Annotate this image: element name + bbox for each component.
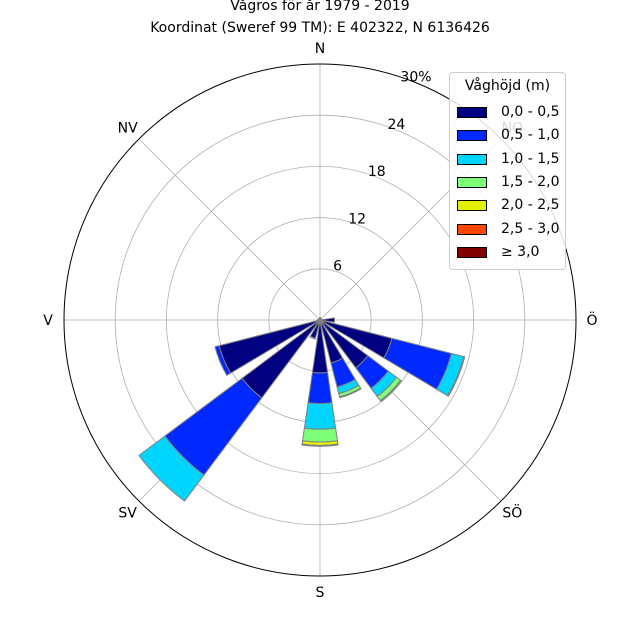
legend-swatch [457, 223, 487, 235]
direction-label: SV [118, 505, 137, 521]
sector-bar-segment [303, 402, 337, 430]
sector-bar-segment [379, 379, 403, 403]
legend-swatch [457, 200, 487, 212]
radial-tick-label: 12 [348, 211, 366, 227]
sector-bar-segment [307, 371, 333, 405]
sector-bar-segment [319, 317, 336, 323]
sector-bar-segment [138, 435, 205, 502]
legend-swatch [457, 130, 487, 142]
legend-label: ≥ 3,0 [501, 243, 540, 260]
legend-swatch [457, 153, 487, 165]
outer-ring [63, 63, 577, 577]
direction-label: NV [118, 121, 138, 137]
radial-tick-label: 24 [387, 117, 405, 133]
sector-bar-segment [214, 345, 232, 377]
sector-bars [138, 316, 466, 502]
direction-label: N [315, 41, 325, 57]
radial-tick-label: 6 [333, 259, 342, 275]
legend-swatch [457, 246, 487, 258]
sector-bar-segment [309, 335, 316, 340]
legend-label: 1,5 - 2,0 [501, 173, 560, 190]
direction-label: S [316, 585, 325, 601]
legend-title: Våghöjd (m) [464, 78, 551, 94]
radial-tick-label: 30% [400, 69, 431, 85]
sector-bar-segment [301, 443, 339, 447]
chart-title: Vågros för år 1979 - 2019 [230, 0, 410, 14]
radial-tick-label: 18 [368, 164, 386, 180]
legend: Våghöjd (m) 0,0 - 0,5 0,5 - 1,0 1,0 - 1,5 1… [449, 72, 566, 270]
sector-bar-segment [318, 317, 321, 321]
legend-label: 0,5 - 1,0 [501, 127, 560, 144]
direction-label: SÖ [502, 503, 522, 521]
grid-spoke [138, 138, 321, 321]
legend-label: 2,0 - 2,5 [501, 197, 560, 214]
direction-label: Ö [586, 311, 597, 329]
sector-bar-segment [338, 387, 362, 399]
legend-swatch [457, 107, 487, 118]
legend-label: 2,5 - 3,0 [501, 220, 560, 237]
legend-label: 0,0 - 0,5 [501, 104, 560, 120]
chart-subtitle: Koordinat (Sweref 99 TM): E 402322, N 61… [150, 20, 490, 36]
sector-bar-segment [302, 427, 338, 443]
legend-swatch [457, 176, 487, 188]
sector-bar-segment [446, 356, 466, 397]
legend-label: 1,0 - 1,5 [501, 150, 560, 167]
direction-label: V [43, 313, 53, 329]
